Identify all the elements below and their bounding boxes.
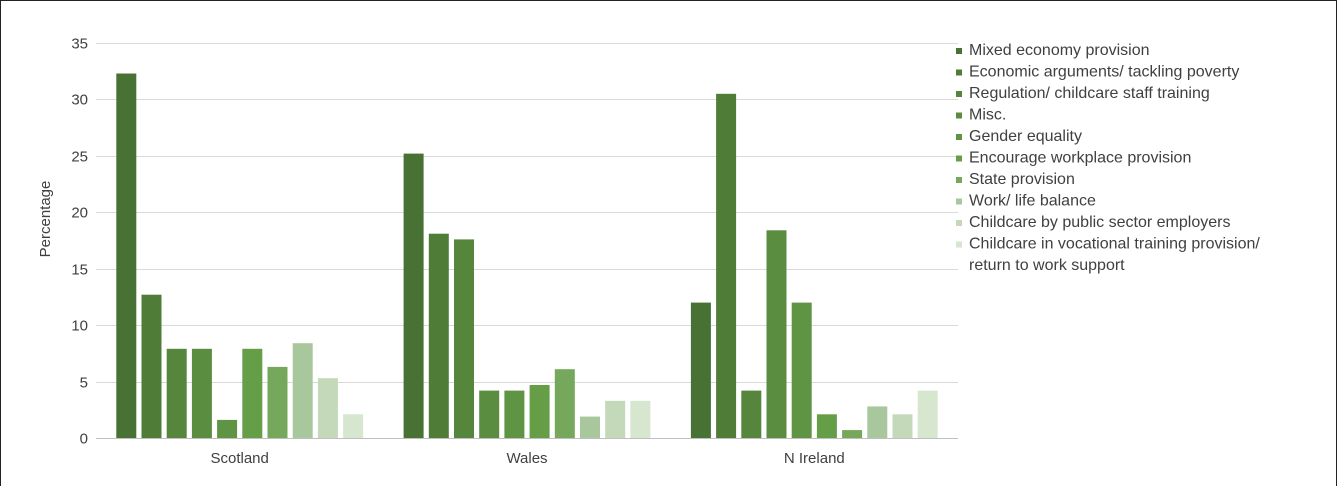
legend-entry: Childcare in vocational training provisi… <box>956 236 1260 274</box>
gridlines <box>96 43 958 383</box>
legend-swatch <box>956 69 962 76</box>
bar <box>267 366 288 438</box>
bar <box>741 390 762 438</box>
legend-entry: State provision <box>956 171 1075 188</box>
bar <box>403 153 424 438</box>
legend-entry: Economic arguments/ tackling poverty <box>956 64 1239 81</box>
y-tick-label: 20 <box>71 205 88 222</box>
bar <box>766 230 787 438</box>
legend: Mixed economy provision Economic argument… <box>956 42 1260 274</box>
legend-swatch <box>956 91 962 97</box>
bar <box>454 239 474 438</box>
y-axis-ticks: 0 5 10 15 20 25 30 35 <box>71 36 88 448</box>
bar <box>292 343 313 438</box>
legend-label: return to work support <box>969 257 1125 274</box>
legend-entry: Encourage workplace provision <box>956 150 1191 167</box>
legend-label: Misc. <box>969 107 1006 124</box>
bar <box>428 233 449 438</box>
legend-swatch <box>956 241 962 248</box>
x-category-label: Wales <box>506 450 547 467</box>
legend-swatch <box>956 198 962 205</box>
bar <box>317 378 338 438</box>
legend-swatch <box>956 134 962 140</box>
legend-entry: Work/ life balance <box>956 193 1096 210</box>
legend-entry: Misc. <box>956 107 1006 124</box>
bar <box>504 390 525 438</box>
legend-entry: Mixed economy provision <box>956 42 1150 59</box>
legend-entry: Childcare by public sector employers <box>956 214 1230 231</box>
legend-entry: Regulation/ childcare staff training <box>956 85 1210 102</box>
legend-swatch <box>956 177 962 183</box>
bar <box>816 414 837 438</box>
bar <box>529 385 550 438</box>
legend-label: Gender equality <box>969 128 1082 145</box>
bar <box>116 73 137 438</box>
y-tick-label: 15 <box>71 262 88 279</box>
bars <box>116 73 938 439</box>
bar <box>892 414 913 438</box>
bar <box>166 348 187 438</box>
legend-label: State provision <box>969 171 1075 188</box>
bar <box>605 400 626 438</box>
legend-swatch <box>956 155 962 162</box>
bar <box>842 430 863 438</box>
bar <box>343 414 364 438</box>
y-axis-label: Percentage <box>37 181 54 258</box>
bar <box>716 93 737 439</box>
y-tick-label: 0 <box>80 431 88 448</box>
x-axis-categories: Scotland Wales N Ireland <box>210 450 844 467</box>
bar <box>141 294 162 438</box>
legend-swatch <box>956 220 962 226</box>
legend-label: Childcare by public sector employers <box>969 214 1230 231</box>
bar <box>580 416 600 438</box>
legend-label: Economic arguments/ tackling poverty <box>969 64 1239 81</box>
legend-label: Mixed economy provision <box>969 42 1150 59</box>
bar <box>630 400 651 438</box>
bar <box>554 369 575 438</box>
legend-swatch <box>956 48 962 54</box>
y-tick-label: 5 <box>80 375 88 392</box>
y-tick-label: 10 <box>71 318 88 335</box>
bar <box>690 302 711 438</box>
legend-label: Childcare in vocational training provisi… <box>969 236 1260 253</box>
bar <box>867 406 888 438</box>
x-category-label: N Ireland <box>784 450 845 467</box>
legend-entry: Gender equality <box>956 128 1082 145</box>
bar <box>917 390 938 438</box>
legend-label: Encourage workplace provision <box>969 150 1191 167</box>
y-tick-label: 25 <box>71 149 88 166</box>
bar <box>217 419 238 438</box>
bar <box>479 390 500 438</box>
bar <box>191 348 212 438</box>
bar <box>242 348 263 438</box>
y-tick-label: 30 <box>71 92 88 109</box>
legend-label: Work/ life balance <box>969 193 1096 210</box>
bar <box>791 302 812 438</box>
legend-label: Regulation/ childcare staff training <box>969 85 1210 102</box>
legend-swatch <box>956 112 962 119</box>
x-category-label: Scotland <box>210 450 268 467</box>
y-tick-label: 35 <box>71 36 88 53</box>
